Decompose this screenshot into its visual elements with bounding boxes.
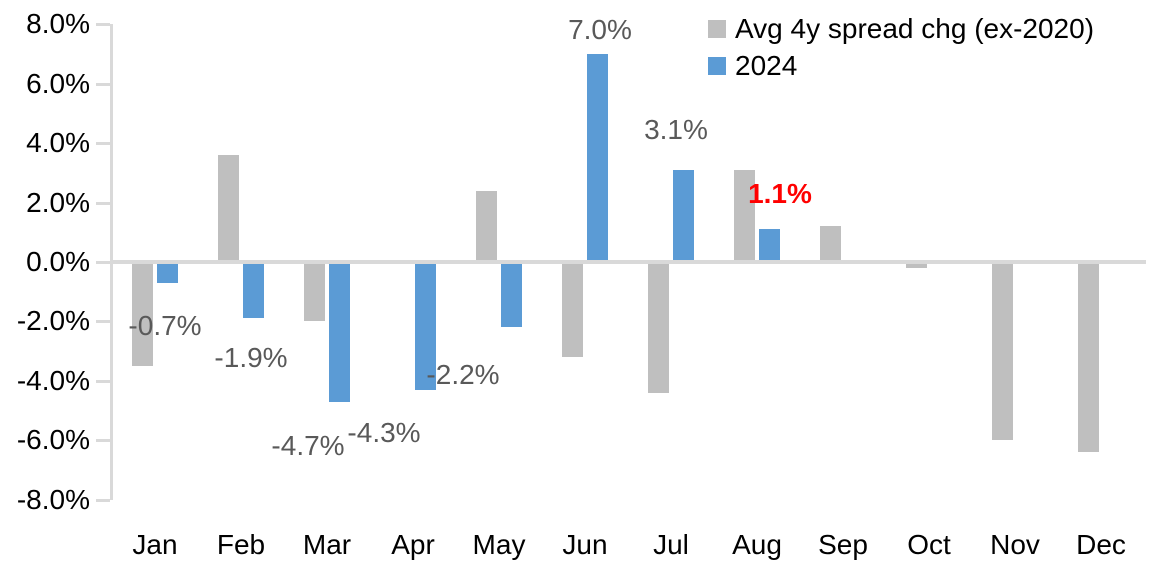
legend-swatch-2024 [708, 56, 726, 75]
x-axis-label-feb: Feb [216, 529, 266, 560]
bar-avg-4y-mar [304, 262, 325, 321]
value-label-jul: 3.1% [644, 114, 708, 145]
y-axis-tick-label: 2.0% [26, 187, 90, 218]
legend-swatch-avg-4y [708, 19, 726, 38]
value-label-jan: -0.7% [128, 310, 202, 341]
bar-avg-4y-feb [218, 155, 239, 262]
y-axis-tick [96, 23, 110, 26]
legend: Avg 4y spread chg (ex-2020) 2024 [708, 10, 1094, 84]
x-axis-label-jan: Jan [132, 529, 178, 560]
y-axis-tick [96, 142, 110, 145]
value-label-jun: 7.0% [568, 14, 632, 45]
bar-2024-jun [587, 54, 608, 262]
x-axis-zero-line [110, 260, 1146, 264]
x-axis-label-mar: Mar [302, 529, 352, 560]
bar-avg-4y-jan [132, 262, 153, 366]
bar-avg-4y-aug [734, 170, 755, 262]
value-label-mar: -4.7% [271, 430, 345, 461]
bar-2024-feb [243, 262, 264, 318]
y-axis-tick-label: -2.0% [16, 305, 90, 336]
bar-avg-4y-nov [992, 262, 1013, 440]
bar-2024-jul [673, 170, 694, 262]
bar-2024-mar [329, 262, 350, 402]
x-axis-label-jul: Jul [653, 529, 689, 560]
x-axis-label-dec: Dec [1076, 529, 1126, 560]
bar-avg-4y-may [476, 191, 497, 262]
y-axis-tick [96, 439, 110, 442]
y-axis-tick-label: 8.0% [26, 8, 90, 39]
bar-2024-may [501, 262, 522, 327]
y-axis-tick-label: -6.0% [16, 424, 90, 455]
legend-label-2024: 2024 [735, 50, 798, 81]
y-axis-tick [96, 83, 110, 86]
bar-2024-jan [157, 262, 178, 283]
bar-avg-4y-jul [648, 262, 669, 393]
x-axis-label-oct: Oct [907, 529, 951, 560]
x-axis-label-jun: Jun [562, 529, 608, 560]
y-axis-tick [96, 380, 110, 383]
legend-item-avg-4y: Avg 4y spread chg (ex-2020) [708, 10, 1094, 47]
y-axis-tick-label: -8.0% [16, 484, 90, 515]
bar-avg-4y-dec [1078, 262, 1099, 452]
value-label-feb: -1.9% [214, 342, 288, 373]
x-axis-label-aug: Aug [732, 529, 782, 560]
bar-2024-aug [759, 229, 780, 262]
x-axis-label-apr: Apr [391, 529, 435, 560]
x-axis-label-nov: Nov [990, 529, 1040, 560]
legend-item-2024: 2024 [708, 47, 1094, 84]
y-axis-tick [96, 499, 110, 502]
y-axis-tick-label: 0.0% [26, 246, 90, 277]
bar-avg-4y-oct [906, 262, 927, 268]
bar-avg-4y-sep [820, 226, 841, 262]
value-label-apr: -4.3% [347, 417, 421, 448]
x-axis-label-sep: Sep [818, 529, 868, 560]
y-axis-tick [96, 320, 110, 323]
y-axis-tick-label: 4.0% [26, 127, 90, 158]
y-axis-tick-label: -4.0% [16, 365, 90, 396]
value-label-may: -2.2% [426, 359, 500, 390]
y-axis-tick [96, 202, 110, 205]
bar-avg-4y-jun [562, 262, 583, 357]
legend-label-avg-4y: Avg 4y spread chg (ex-2020) [735, 13, 1095, 44]
value-label-aug: 1.1% [748, 178, 812, 209]
x-axis-label-may: May [472, 529, 526, 560]
y-axis-tick [96, 261, 110, 264]
y-axis-tick-label: 6.0% [26, 68, 90, 99]
bar-2024-apr [415, 262, 436, 390]
